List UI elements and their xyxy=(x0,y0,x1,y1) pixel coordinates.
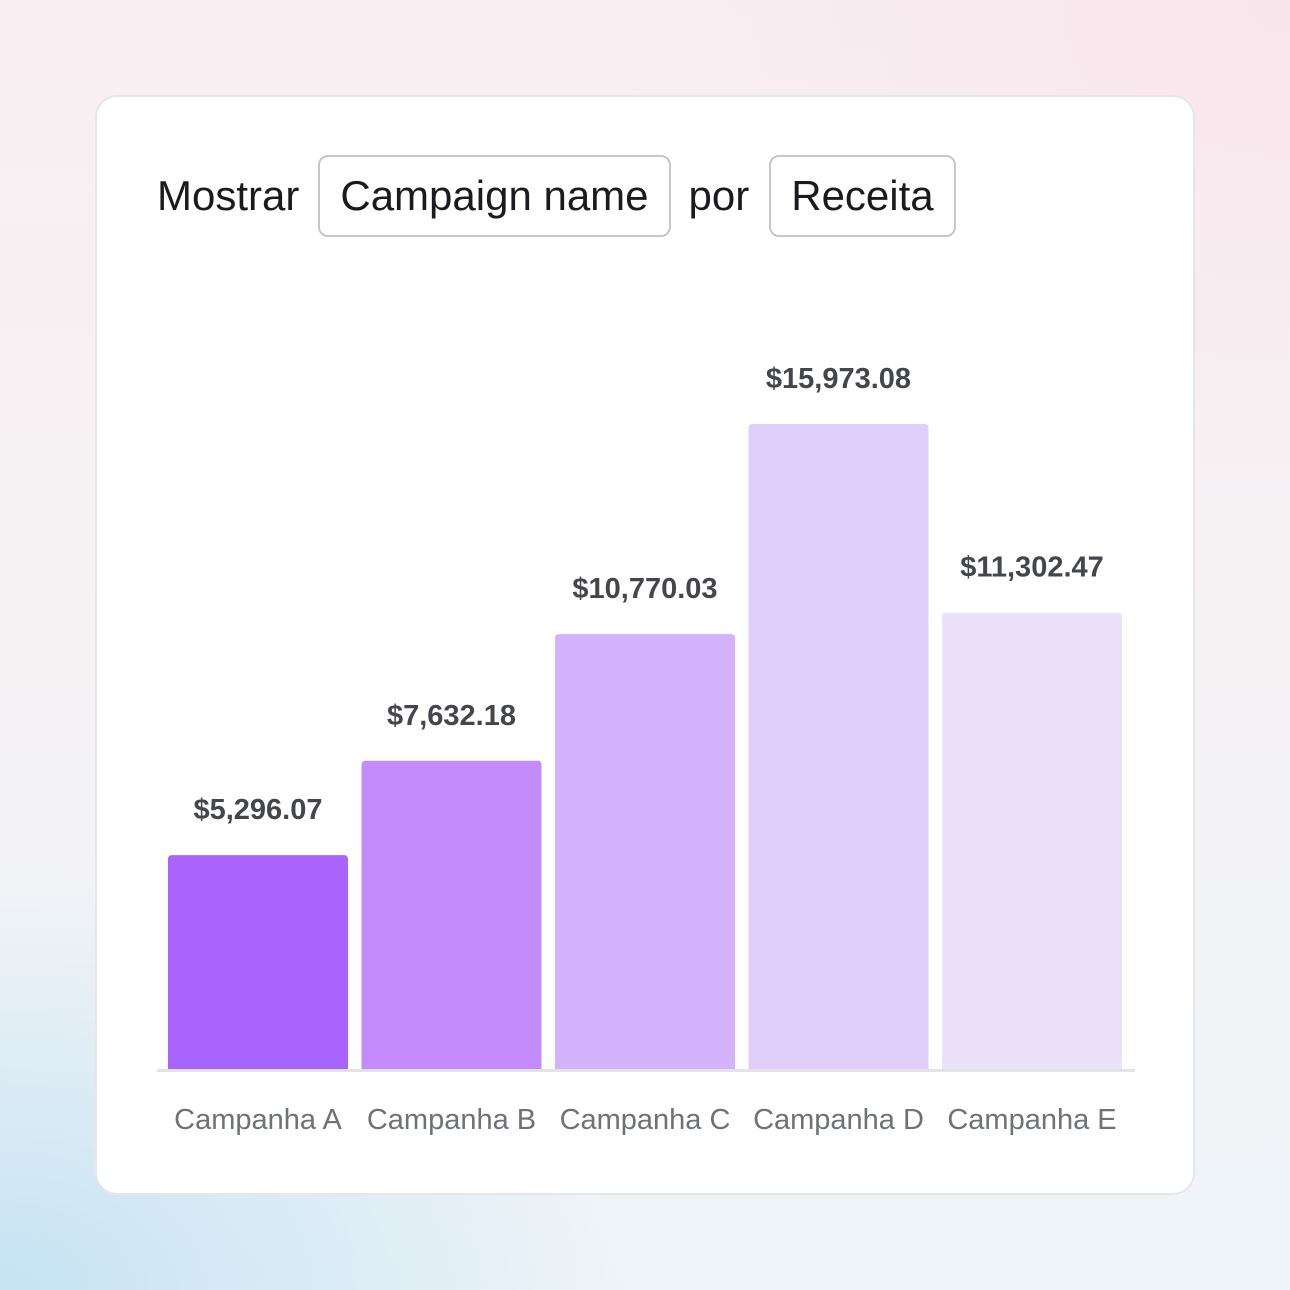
category-label: Campanha B xyxy=(367,1104,536,1136)
bar-chart-svg: $5,296.07 Campanha A $7,632.18 Campanha B $1… xyxy=(157,363,1135,1136)
category-label: Campanha E xyxy=(947,1104,1116,1136)
bar-2[interactable] xyxy=(361,760,542,1069)
bar-4[interactable] xyxy=(748,424,929,1069)
chart-card: Mostrar Campaign name por Receita $5,296… xyxy=(95,95,1195,1195)
by-label: por xyxy=(688,172,750,219)
bar-5[interactable] xyxy=(942,612,1122,1069)
bar-value-label: $10,770.03 xyxy=(572,573,717,605)
bar-1[interactable] xyxy=(168,855,348,1069)
category-label: Campanha A xyxy=(174,1104,342,1136)
chart-controls: Mostrar Campaign name por Receita xyxy=(157,155,956,237)
bar-3[interactable] xyxy=(555,634,735,1069)
bar-chart: $5,296.07 Campanha A $7,632.18 Campanha B $1… xyxy=(97,97,1197,1197)
metric-selector-value: Receita xyxy=(791,172,934,219)
dimension-selector[interactable]: Campaign name xyxy=(318,155,671,237)
show-label: Mostrar xyxy=(157,172,300,219)
bar-value-label: $15,973.08 xyxy=(766,363,911,395)
bar-value-label: $5,296.07 xyxy=(193,794,322,826)
dimension-selector-value: Campaign name xyxy=(340,172,649,219)
metric-selector[interactable]: Receita xyxy=(769,155,956,237)
bar-value-label: $11,302.47 xyxy=(960,552,1104,584)
category-label: Campanha D xyxy=(753,1104,924,1136)
category-label: Campanha C xyxy=(560,1104,731,1136)
bar-value-label: $7,632.18 xyxy=(387,700,516,732)
